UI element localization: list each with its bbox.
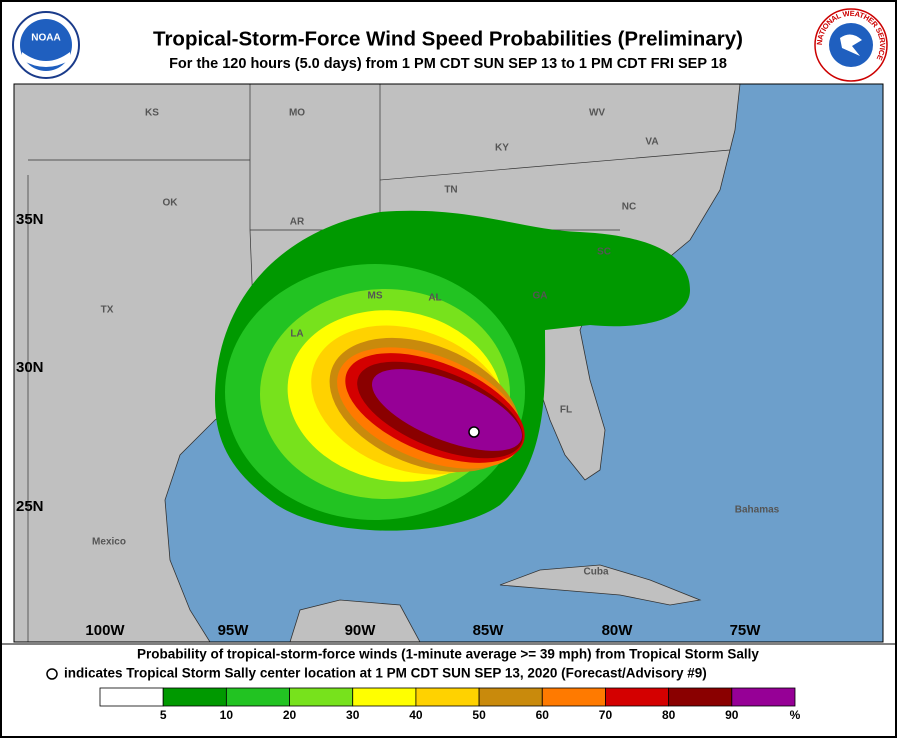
legend-label: 90 [725, 708, 739, 722]
legend-swatch [225, 687, 290, 707]
legend-label: 60 [536, 708, 550, 722]
map-border [13, 83, 884, 643]
place-label: Cuba [584, 567, 609, 578]
place-label: Bahamas [735, 505, 780, 516]
noaa-logo: NOAA [12, 11, 80, 79]
place-label: MS [368, 291, 383, 302]
lat-label: 35N [16, 211, 44, 228]
place-label: Mexico [92, 537, 126, 548]
legend-label: 70 [599, 708, 613, 722]
legend-label: 5 [160, 708, 167, 722]
legend-swatch [99, 687, 164, 707]
place-label: FL [560, 405, 572, 416]
legend-label: 40 [409, 708, 423, 722]
caption-line: Probability of tropical-storm-force wind… [137, 647, 759, 662]
legend-swatch [731, 687, 796, 707]
legend-swatch [162, 687, 227, 707]
cuba [499, 564, 702, 606]
place-label: OK [163, 198, 179, 209]
legend-swatch [605, 687, 670, 707]
place-label: VA [645, 137, 658, 148]
storm-center [468, 426, 480, 438]
legend-swatch [289, 687, 354, 707]
legend-swatch [668, 687, 733, 707]
place-label: LA [290, 329, 303, 340]
place-label: GA [533, 291, 548, 302]
legend-swatch [541, 687, 606, 707]
prob-band [371, 369, 523, 451]
place-label: NC [622, 202, 636, 213]
legend-unit: % [790, 708, 801, 722]
place-label: WV [589, 108, 605, 119]
legend-swatch [415, 687, 480, 707]
lon-label: 75W [730, 622, 762, 639]
subtitle: For the 120 hours (5.0 days) from 1 PM C… [169, 56, 727, 72]
lon-label: 85W [473, 622, 505, 639]
place-label: MO [289, 108, 305, 119]
lat-label: 30N [16, 359, 44, 376]
noaa-text: NOAA [31, 33, 60, 44]
legend-label: 10 [220, 708, 234, 722]
lat-label: 25N [16, 498, 44, 515]
legend-swatch [352, 687, 417, 707]
legend-label: 20 [283, 708, 297, 722]
place-label: KY [495, 143, 509, 154]
center-icon [46, 668, 58, 680]
place-label: KS [145, 108, 159, 119]
title: Tropical-Storm-Force Wind Speed Probabil… [153, 27, 743, 50]
place-label: AR [290, 217, 305, 228]
legend-label: 80 [662, 708, 676, 722]
place-label: TX [101, 305, 114, 316]
legend-label: 50 [472, 708, 486, 722]
nws-logo: NATIONAL WEATHER SERVICE [814, 8, 888, 82]
lon-label: 95W [218, 622, 250, 639]
caption-line: indicates Tropical Storm Sally center lo… [64, 666, 707, 681]
legend-swatch [478, 687, 543, 707]
lon-label: 100W [85, 622, 125, 639]
map: KS MO WV VA KY TN OK AR NC SC MS AL GA TX LA FL Bahamas M… [14, 84, 883, 642]
yucatan [289, 599, 421, 642]
lon-label: 80W [602, 622, 634, 639]
lon-label: 90W [345, 622, 377, 639]
place-label: AL [428, 293, 441, 304]
place-label: TN [444, 185, 457, 196]
legend-label: 30 [346, 708, 360, 722]
place-label: SC [597, 247, 611, 258]
